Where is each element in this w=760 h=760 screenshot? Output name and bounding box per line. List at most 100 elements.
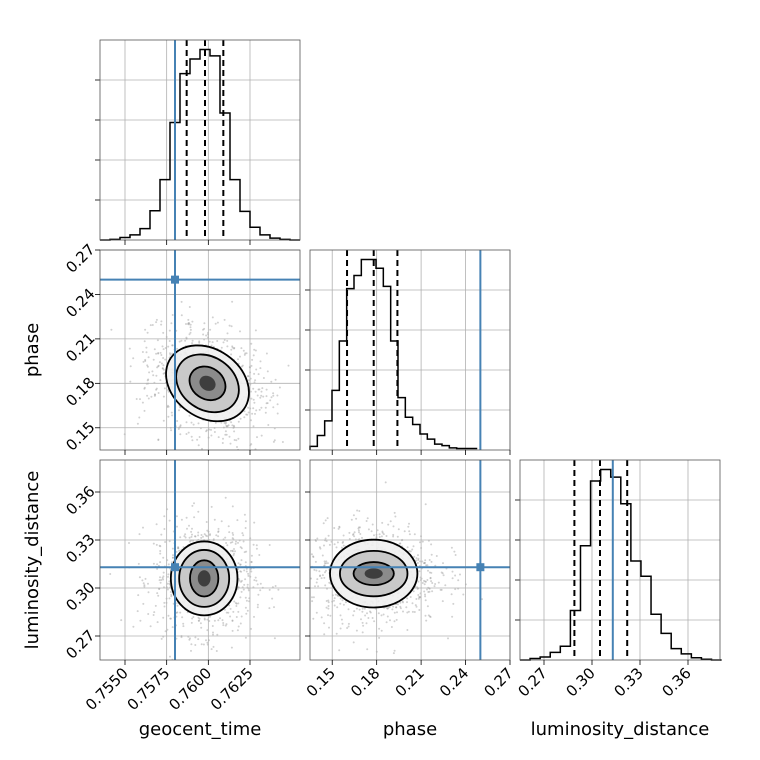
sample-point <box>159 351 162 354</box>
sample-point <box>324 571 326 574</box>
y-tick-label-phase-4: 0.27 <box>62 240 98 276</box>
sample-point <box>203 618 206 621</box>
sample-point <box>170 322 173 325</box>
sample-point <box>128 347 131 350</box>
sample-point <box>143 340 146 343</box>
sample-point <box>224 496 227 499</box>
x-tick-label-luminosity-distance-3: 0.36 <box>658 664 694 700</box>
sample-point <box>175 550 178 553</box>
sample-point <box>266 402 269 405</box>
sample-point <box>146 365 149 368</box>
sample-point <box>355 629 358 632</box>
contour-luminosity-distance-vs-geocent-time-2 <box>169 540 239 617</box>
sample-point <box>143 387 146 390</box>
sample-point <box>406 597 409 600</box>
sample-point <box>159 545 162 548</box>
sample-point <box>444 584 447 587</box>
sample-point <box>342 534 345 537</box>
sample-point <box>252 387 255 390</box>
sample-point <box>441 572 444 575</box>
sample-point <box>168 329 171 332</box>
sample-point <box>239 457 241 459</box>
sample-point <box>146 331 149 334</box>
sample-point <box>169 352 171 355</box>
sample-point <box>138 576 141 579</box>
y-tick-label-luminosity-distance-3: 0.36 <box>62 482 98 518</box>
sample-point <box>311 600 314 603</box>
sample-point <box>429 577 432 580</box>
sample-point <box>222 437 224 440</box>
sample-point <box>215 650 218 652</box>
sample-point <box>233 430 236 433</box>
sample-point <box>228 531 231 534</box>
sample-point <box>339 627 342 630</box>
sample-point <box>376 529 379 532</box>
y-tick-label-phase-2: 0.21 <box>62 329 98 365</box>
sample-point <box>247 406 250 409</box>
sample-point <box>408 530 411 533</box>
sample-point <box>329 614 332 617</box>
sample-point <box>239 596 242 599</box>
sample-point <box>168 540 171 543</box>
sample-point <box>247 572 250 575</box>
sample-point <box>321 554 324 557</box>
sample-point <box>295 554 297 556</box>
sample-point <box>193 516 196 519</box>
sample-point <box>185 433 188 435</box>
sample-point <box>308 576 310 578</box>
sample-point <box>168 582 171 585</box>
sample-point <box>424 595 427 598</box>
sample-point <box>273 439 276 442</box>
sample-point <box>176 611 179 614</box>
sample-point <box>268 588 271 591</box>
sample-point <box>190 530 193 533</box>
sample-point <box>356 509 359 512</box>
sample-point <box>147 356 150 359</box>
sample-point <box>211 316 214 319</box>
sample-point <box>159 561 162 564</box>
sample-point <box>227 525 230 528</box>
sample-point <box>411 548 414 551</box>
sample-point <box>253 521 256 524</box>
sample-point <box>230 325 233 328</box>
sample-point <box>150 395 153 398</box>
sample-point <box>272 394 275 397</box>
sample-point <box>191 617 194 620</box>
sample-point <box>325 606 328 609</box>
sample-point <box>226 544 229 547</box>
sample-point <box>167 405 170 408</box>
sample-point <box>323 544 325 547</box>
sample-point <box>252 425 255 428</box>
sample-point <box>367 528 370 531</box>
sample-point <box>347 625 350 628</box>
sample-point <box>274 585 277 587</box>
sample-point <box>250 561 253 564</box>
sample-point <box>273 606 275 609</box>
sample-point <box>391 608 394 611</box>
sample-point <box>393 511 396 514</box>
sample-point <box>276 403 279 406</box>
sample-point <box>179 406 182 409</box>
sample-point <box>237 437 240 440</box>
sample-point <box>341 622 344 625</box>
sample-point <box>245 599 248 602</box>
sample-point <box>272 440 275 443</box>
sample-point <box>335 546 338 549</box>
sample-point <box>217 436 220 439</box>
sample-point <box>231 619 234 622</box>
sample-point <box>253 401 256 404</box>
sample-point <box>250 364 253 367</box>
sample-point <box>154 604 157 607</box>
sample-point <box>191 342 194 345</box>
sample-point <box>217 531 220 533</box>
sample-point <box>160 533 163 536</box>
sample-point <box>171 626 174 629</box>
sample-point <box>276 550 278 552</box>
sample-point <box>209 615 211 618</box>
sample-point <box>424 561 426 564</box>
sample-point <box>336 606 339 609</box>
sample-point <box>253 372 256 375</box>
sample-point <box>210 505 213 508</box>
sample-point <box>222 341 225 344</box>
sample-point <box>152 542 155 545</box>
